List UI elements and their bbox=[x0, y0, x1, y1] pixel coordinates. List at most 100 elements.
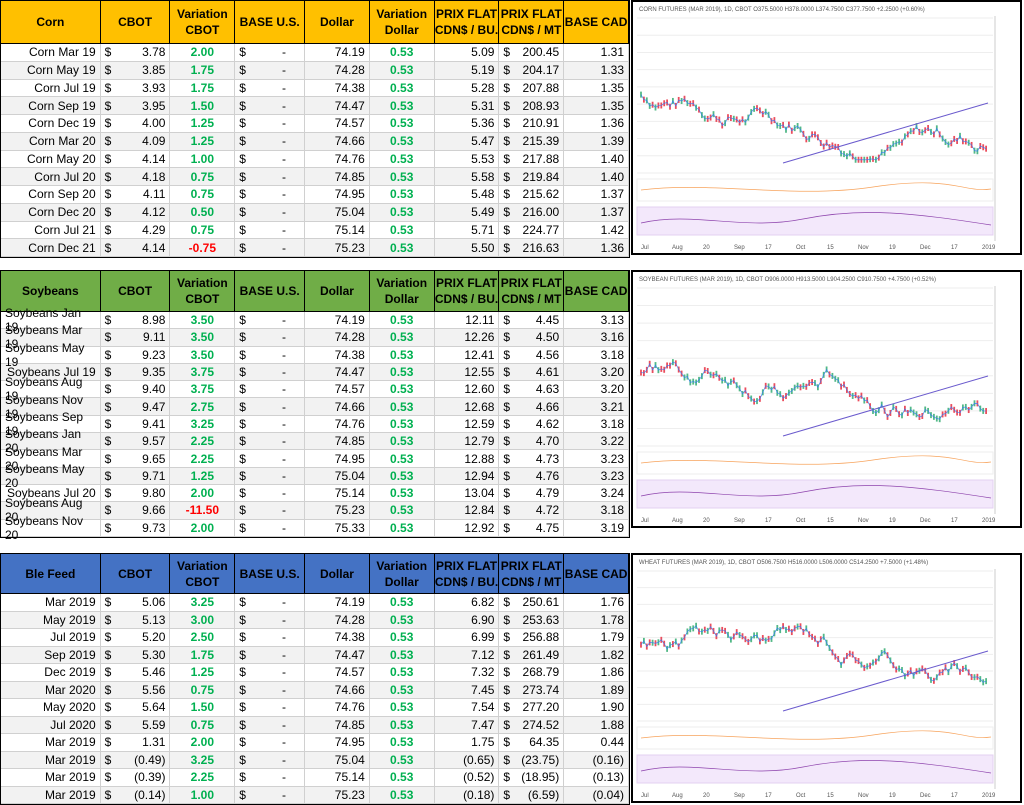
cell-value: Soybeans Jul 19 bbox=[6, 365, 96, 380]
cell-value: 75.14 bbox=[334, 486, 365, 501]
table-cell: $215.62 bbox=[499, 186, 565, 204]
cell-value: 4.09 bbox=[142, 134, 166, 149]
cell-value: 12.11 bbox=[465, 313, 495, 328]
table-cell: 3.75 bbox=[170, 381, 236, 399]
cell-value: 0.53 bbox=[390, 399, 414, 414]
table-cell: $ - bbox=[235, 398, 306, 416]
cell-value: 0.53 bbox=[390, 313, 414, 328]
currency-sign: $ bbox=[503, 468, 511, 483]
table-cell: 74.76 bbox=[305, 150, 370, 169]
currency-sign: $ bbox=[104, 134, 112, 149]
table-cell: 3.21 bbox=[564, 398, 630, 416]
x-axis-label: Aug bbox=[672, 793, 683, 799]
cell-value: Soybeans May 19 bbox=[5, 340, 85, 369]
cell-value: 3.21 bbox=[600, 399, 625, 414]
table-cell: 1.37 bbox=[564, 203, 630, 222]
cell-value: 75.33 bbox=[334, 520, 365, 535]
cell-value: Corn May 19 bbox=[26, 63, 96, 78]
cell-value: 4.50 bbox=[535, 330, 560, 345]
table-cell: 1.31 bbox=[564, 44, 630, 62]
cell-value: Soybeans Jan 20 bbox=[5, 427, 82, 456]
table-cell: 0.53 bbox=[369, 716, 435, 734]
cell-value: 1.75 bbox=[190, 80, 215, 95]
table-cell: 0.53 bbox=[369, 450, 435, 468]
table-cell: $5.20 bbox=[100, 629, 171, 647]
table-cell: Soybeans Mar 20 bbox=[1, 445, 101, 473]
currency-sign: $ bbox=[503, 116, 511, 131]
table-cell: Corn Jul 20 bbox=[1, 168, 101, 186]
table-cell: $4.12 bbox=[100, 203, 171, 222]
table-cell: 0.53 bbox=[369, 734, 435, 752]
cell-value: (0.18) bbox=[463, 787, 495, 802]
cell-value: - bbox=[282, 365, 287, 380]
rsi-pane bbox=[636, 206, 994, 236]
currency-sign: $ bbox=[239, 434, 246, 449]
cell-value: Soybeans May 20 bbox=[5, 461, 85, 490]
table-cell: $273.74 bbox=[499, 681, 565, 699]
cell-value: 6.82 bbox=[471, 595, 495, 610]
currency-sign: $ bbox=[503, 240, 511, 255]
cell-value: 208.93 bbox=[522, 98, 560, 113]
table-cell: 12.79 bbox=[434, 433, 500, 451]
table-cell: 74.28 bbox=[305, 611, 370, 629]
cell-value: - bbox=[282, 486, 287, 501]
cell-value: 1.00 bbox=[190, 787, 215, 802]
table-cell: $4.72 bbox=[499, 502, 565, 520]
table-cell: 3.18 bbox=[564, 415, 630, 434]
cell-value: 12.84 bbox=[464, 503, 495, 518]
cell-value: 74.76 bbox=[334, 151, 365, 166]
cell-value: 2.75 bbox=[190, 399, 215, 414]
table-cell: $219.84 bbox=[499, 168, 565, 186]
currency-sign: $ bbox=[104, 770, 112, 785]
table-cell: $ - bbox=[235, 769, 306, 787]
cell-value: 0.53 bbox=[390, 80, 414, 95]
currency-sign: $ bbox=[503, 700, 511, 715]
table-cell: 0.53 bbox=[369, 381, 435, 399]
table-cell: 5.28 bbox=[434, 79, 500, 98]
table-row: Jul 2019 $5.20 2.50 $ -74.38 0.53 6.99 $256.88 1… bbox=[1, 629, 630, 647]
table-row: Corn May 19 $3.85 1.75 $ -74.28 0.53 5.19 $204.… bbox=[1, 61, 630, 80]
table-cell: 6.82 bbox=[434, 594, 500, 612]
cell-value: (0.49) bbox=[134, 752, 166, 767]
x-axis-label: Oct bbox=[796, 793, 806, 799]
cell-value: 0.53 bbox=[390, 735, 414, 750]
cell-value: 217.88 bbox=[522, 151, 560, 166]
column-header: BASE CAD bbox=[564, 271, 630, 311]
column-header: Ble Feed bbox=[1, 554, 101, 593]
table-cell: 2.25 bbox=[170, 769, 236, 787]
table-cell: Corn Sep 19 bbox=[1, 97, 101, 115]
table-cell: Corn Jul 19 bbox=[1, 79, 101, 98]
cell-value: 5.56 bbox=[142, 682, 166, 697]
cell-value: 3.25 bbox=[190, 595, 215, 610]
table-cell: $ - bbox=[235, 433, 306, 451]
currency-sign: $ bbox=[503, 647, 511, 662]
cell-value: Mar 2019 bbox=[44, 752, 96, 767]
currency-sign: $ bbox=[104, 451, 112, 466]
table-cell: 1.00 bbox=[170, 150, 236, 169]
cell-value: 3.78 bbox=[142, 45, 166, 60]
cell-value: 0.53 bbox=[390, 63, 414, 78]
cell-value: Corn Jul 21 bbox=[34, 222, 96, 237]
currency-sign: $ bbox=[104, 347, 112, 362]
cell-value: 0.75 bbox=[190, 682, 215, 697]
table-cell: 74.76 bbox=[305, 699, 370, 717]
table-cell: Soybeans Jan 20 bbox=[1, 427, 101, 455]
table-cell: $9.71 bbox=[100, 467, 171, 485]
cell-value: 75.23 bbox=[334, 787, 365, 802]
cell-value: 4.11 bbox=[142, 187, 166, 202]
cell-value: 74.85 bbox=[334, 717, 365, 732]
table-cell: 0.53 bbox=[369, 97, 435, 115]
cell-value: 75.14 bbox=[334, 222, 365, 237]
cell-value: - bbox=[282, 416, 287, 431]
table-cell: $224.77 bbox=[499, 221, 565, 240]
cell-value: 7.32 bbox=[471, 665, 495, 680]
cell-value: - bbox=[282, 347, 287, 362]
table-cell: 7.45 bbox=[434, 681, 500, 699]
cell-value: 2.25 bbox=[190, 770, 215, 785]
table-cell: 1.42 bbox=[564, 221, 630, 240]
table-cell: $4.62 bbox=[499, 415, 565, 434]
cell-value: 0.53 bbox=[390, 365, 414, 380]
table-cell: $ (18.95) bbox=[499, 769, 565, 787]
table-cell: Soybeans Jan 19 bbox=[1, 306, 101, 334]
table-cell: 0.53 bbox=[369, 681, 435, 699]
